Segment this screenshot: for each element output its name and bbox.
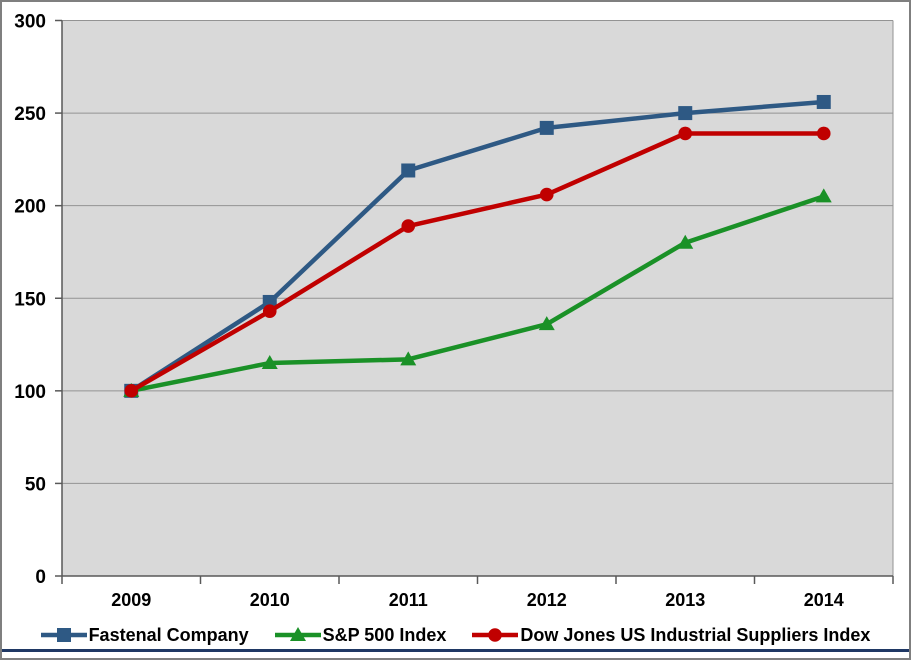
chart-legend: Fastenal Company S&P 500 Index Dow Jones U… bbox=[2, 621, 909, 649]
data-point-s-p-500-index-2014 bbox=[815, 188, 832, 203]
data-point-dow-jones-us-industrial-suppliers-index-2014 bbox=[816, 126, 831, 141]
data-point-dow-jones-us-industrial-suppliers-index-2012 bbox=[539, 187, 554, 202]
data-point-s-p-500-index-2010 bbox=[261, 355, 278, 370]
legend-item-dow-jones-us-industrial-suppliers-index: Dow Jones US Industrial Suppliers Index bbox=[472, 625, 870, 646]
x-tick-label: 2009 bbox=[111, 590, 151, 610]
series-dow-jones-us-industrial-suppliers-index bbox=[124, 126, 831, 398]
legend-label: Fastenal Company bbox=[88, 624, 249, 645]
y-tick-label: 200 bbox=[14, 197, 46, 218]
y-tick-label: 0 bbox=[35, 567, 46, 588]
legend-circle-marker-icon bbox=[472, 628, 519, 642]
legend-marker-shape bbox=[56, 628, 71, 642]
y-tick-label: 100 bbox=[14, 382, 46, 403]
bottom-divider-rule bbox=[2, 649, 909, 652]
y-tick-label: 150 bbox=[14, 289, 46, 310]
x-tick-label: 2013 bbox=[665, 590, 705, 610]
data-point-s-p-500-index-2012 bbox=[538, 316, 555, 331]
data-point-dow-jones-us-industrial-suppliers-index-2011 bbox=[401, 219, 416, 233]
y-tick-label: 50 bbox=[25, 474, 46, 495]
series-line-dow-jones-us-industrial-suppliers-index bbox=[129, 131, 826, 394]
x-tick-label: 2011 bbox=[389, 590, 428, 610]
y-tick-label: 250 bbox=[14, 104, 46, 125]
data-point-dow-jones-us-industrial-suppliers-index-2013 bbox=[678, 126, 693, 141]
data-point-fastenal-company-2011 bbox=[401, 163, 416, 178]
data-point-fastenal-company-2013 bbox=[678, 106, 693, 121]
legend-label: Dow Jones US Industrial Suppliers Index bbox=[520, 624, 871, 645]
x-tick-label: 2012 bbox=[527, 590, 567, 610]
data-point-fastenal-company-2014 bbox=[816, 94, 831, 109]
series-line-fastenal-company bbox=[129, 99, 826, 394]
data-point-s-p-500-index-2013 bbox=[677, 234, 694, 249]
legend-triangle-marker-icon bbox=[274, 627, 321, 641]
y-tick-label: 300 bbox=[14, 12, 46, 33]
series-line-s-p-500-index bbox=[129, 194, 826, 394]
legend-square-marker-icon bbox=[40, 628, 87, 642]
legend-marker-shape bbox=[289, 627, 306, 641]
data-point-fastenal-company-2012 bbox=[539, 120, 554, 135]
data-point-s-p-500-index-2011 bbox=[400, 351, 417, 366]
x-tick-label: 2010 bbox=[250, 590, 290, 610]
data-point-dow-jones-us-industrial-suppliers-index-2009 bbox=[124, 384, 139, 398]
legend-marker-shape bbox=[488, 628, 503, 642]
legend-label: S&P 500 Index bbox=[322, 624, 447, 645]
legend-item-s-p-500-index: S&P 500 Index bbox=[274, 624, 447, 646]
legend-item-fastenal-company: Fastenal Company bbox=[40, 624, 249, 646]
x-tick-label: 2014 bbox=[804, 590, 844, 610]
data-point-dow-jones-us-industrial-suppliers-index-2010 bbox=[262, 304, 277, 319]
